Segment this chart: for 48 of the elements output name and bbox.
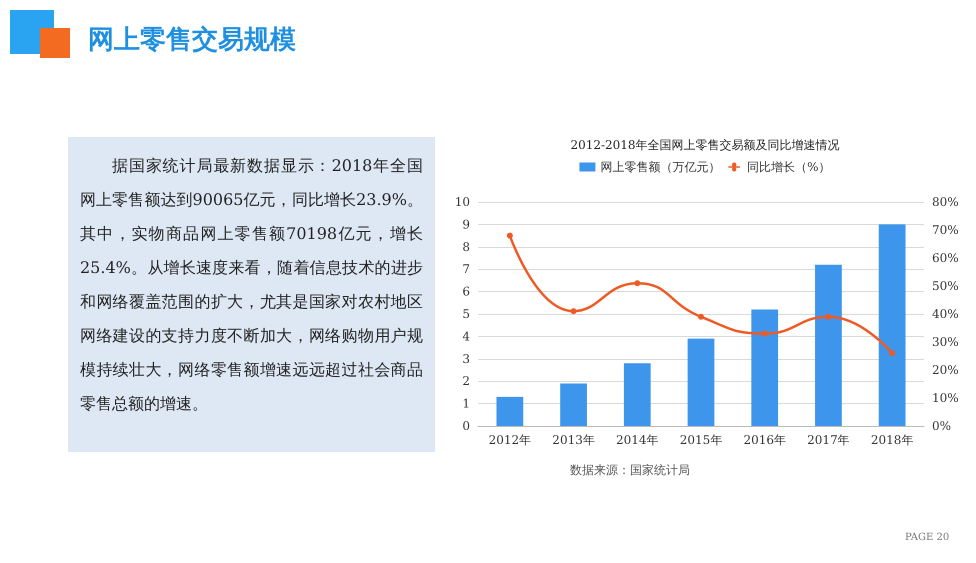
x-tick-label: 2017年 bbox=[807, 433, 850, 447]
y-tick-label: 0 bbox=[462, 419, 470, 433]
point bbox=[698, 314, 704, 320]
x-tick-label: 2016年 bbox=[743, 433, 786, 447]
legend-label: 同比增长（%） bbox=[747, 160, 831, 174]
text: PAGE 20 bbox=[905, 532, 950, 543]
point bbox=[762, 330, 768, 337]
bar bbox=[815, 264, 842, 426]
chart-subtitle: 2012-2018年全国网上零售交易额及同比增速情况 bbox=[570, 138, 840, 152]
text: 网上零售交易规模 bbox=[88, 24, 296, 57]
y2-tick-label: 0% bbox=[932, 419, 952, 433]
bar bbox=[878, 224, 906, 426]
legend-label: 网上零售额（万亿元） bbox=[600, 160, 720, 174]
y-tick-label: 3 bbox=[462, 352, 470, 366]
y2-tick-label: 20% bbox=[932, 363, 959, 377]
x-tick-label: 2013年 bbox=[552, 433, 595, 447]
point bbox=[825, 314, 832, 320]
bar bbox=[560, 383, 587, 426]
y2-tick-label: 40% bbox=[932, 307, 959, 321]
x-tick-label: 2014年 bbox=[616, 433, 659, 447]
y-tick-label: 6 bbox=[462, 284, 470, 299]
point bbox=[634, 280, 640, 286]
point bbox=[506, 232, 513, 239]
y2-tick-label: 80% bbox=[932, 195, 959, 209]
y-tick-label: 8 bbox=[462, 240, 470, 254]
x-tick-label: 2012年 bbox=[488, 433, 532, 447]
text: 据国家统计局最新数据显示：2018年全国网上零售额达到90065亿元，同比增长23.9%。其中，实物商品网上零售额70198亿元，增长25.4%。从增长速度来看，随着信息技术的进步和网络覆盖范围的扩大，尤其是国家对农村地区网络建设的支持力度不断加大，网络购物用户规模持续壮大，网络零售额增速远远超过社会商品零售总额的增速。 bbox=[68, 137, 435, 452]
y-tick-label: 9 bbox=[462, 217, 470, 232]
bar bbox=[624, 363, 651, 426]
y-tick-label: 1 bbox=[462, 396, 470, 411]
y2-tick-label: 60% bbox=[932, 251, 959, 265]
y-tick-label: 10 bbox=[454, 195, 470, 209]
y-tick-label: 5 bbox=[462, 307, 470, 321]
y2-tick-label: 30% bbox=[932, 335, 959, 349]
point bbox=[570, 308, 577, 314]
source-note: 数据来源：国家统计局 bbox=[570, 462, 690, 479]
y-tick-label: 4 bbox=[462, 329, 470, 344]
x-tick-label: 2018年 bbox=[870, 433, 914, 447]
x-tick-label: 2015年 bbox=[680, 433, 722, 447]
y2-tick-label: 70% bbox=[932, 223, 959, 237]
y2-tick-label: 50% bbox=[932, 279, 959, 293]
y2-tick-label: 10% bbox=[932, 391, 959, 405]
bar bbox=[496, 396, 524, 426]
y-tick-label: 7 bbox=[462, 262, 470, 276]
point bbox=[889, 350, 896, 356]
bar bbox=[751, 310, 778, 426]
y-tick-label: 2 bbox=[462, 374, 470, 388]
bar bbox=[688, 338, 714, 426]
